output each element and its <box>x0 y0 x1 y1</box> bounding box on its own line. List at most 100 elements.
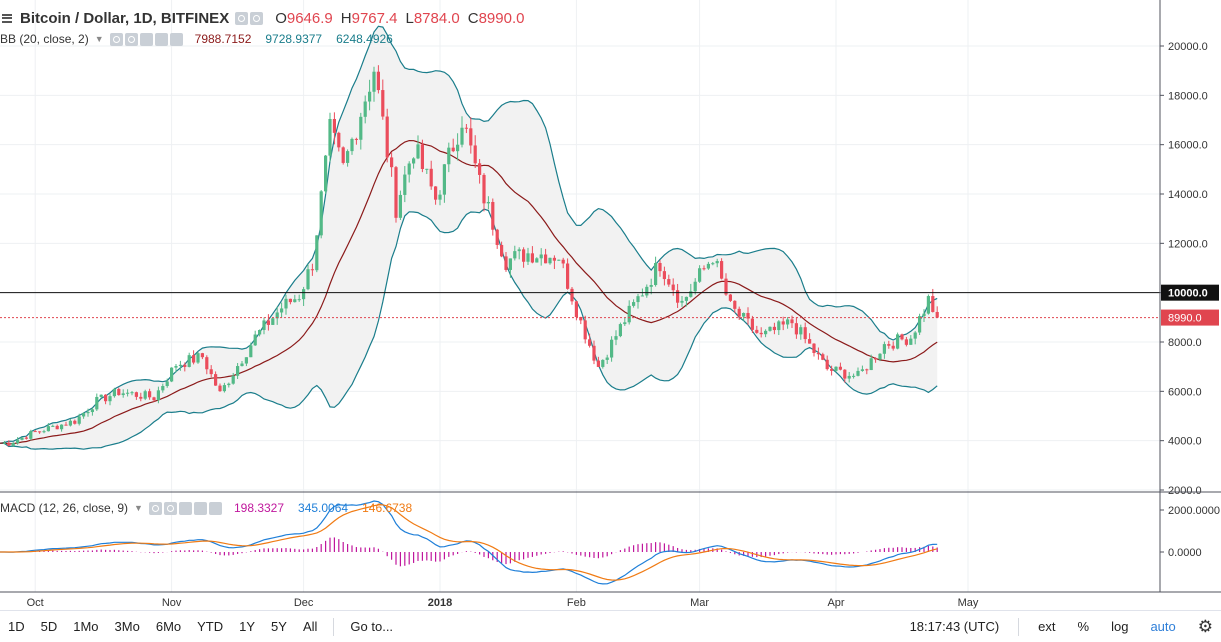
candle-body <box>249 345 253 358</box>
timeframe-1y[interactable]: 1Y <box>239 619 256 634</box>
candle-body <box>539 254 543 259</box>
candle-body <box>882 344 886 354</box>
candle-body <box>363 101 367 117</box>
candle-body <box>398 194 402 218</box>
candle-body <box>702 268 706 270</box>
settings-icon[interactable] <box>250 11 264 25</box>
candle-body <box>478 163 482 175</box>
candle-body <box>451 147 455 152</box>
candle-body <box>816 352 820 355</box>
time-tick-label: Apr <box>827 597 844 609</box>
more-icon[interactable] <box>154 32 168 46</box>
candle-body <box>676 290 680 303</box>
candle-body <box>60 424 64 430</box>
candle-body <box>20 437 24 440</box>
timeframe-ytd[interactable]: YTD <box>197 619 224 634</box>
price-chart[interactable]: 20000.0 18000.0 16000.0 14000.0 12000.0 10000… <box>0 0 1221 610</box>
candle-body <box>442 164 446 195</box>
candle-body <box>328 118 332 156</box>
close-icon[interactable] <box>208 501 222 515</box>
legend-controls <box>235 11 265 25</box>
candle-body <box>359 116 363 140</box>
timeframe-5d[interactable]: 5D <box>40 619 58 634</box>
timeframe-5y[interactable]: 5Y <box>271 619 287 634</box>
candle-body <box>297 299 301 301</box>
candle-body <box>724 278 728 295</box>
close-icon[interactable] <box>169 32 183 46</box>
candle-body <box>337 132 341 148</box>
eye-icon[interactable] <box>235 11 249 25</box>
reference-price-label: 10000.0 <box>1168 288 1208 300</box>
settings-icon[interactable] <box>163 501 177 515</box>
settings-icon[interactable] <box>124 32 138 46</box>
candle-body <box>596 360 600 367</box>
candle-body <box>544 254 548 264</box>
timeframe-1d[interactable]: 1D <box>8 619 25 634</box>
timeframe-3mo[interactable]: 3Mo <box>114 619 140 634</box>
candle-body <box>7 442 11 446</box>
candle-body <box>728 294 732 301</box>
candle-body <box>645 286 649 296</box>
candle-body <box>266 320 270 325</box>
candle-body <box>403 174 407 195</box>
candle-body <box>698 268 702 282</box>
candle-body <box>491 201 495 230</box>
log-button[interactable]: log <box>1111 619 1129 634</box>
macd-name[interactable]: MACD (12, 26, close, 9) <box>0 501 129 515</box>
ext-button[interactable]: ext <box>1038 619 1056 634</box>
candle-body <box>306 269 310 290</box>
candle-body <box>860 369 864 371</box>
percent-button[interactable]: % <box>1077 619 1090 634</box>
candle-body <box>473 145 477 164</box>
candle-body <box>196 353 200 363</box>
more-icon[interactable] <box>193 501 207 515</box>
ohlc-open: O9646.9 <box>275 9 333 27</box>
candle-body <box>438 194 442 200</box>
menu-icon[interactable] <box>2 13 12 23</box>
candle-body <box>262 320 266 331</box>
candle-body <box>684 296 688 301</box>
candle-body <box>376 71 380 91</box>
candle-body <box>618 324 622 337</box>
candle-body <box>689 291 693 297</box>
candle-body <box>654 262 658 286</box>
candle-body <box>794 323 798 335</box>
candle-body <box>178 364 182 367</box>
timeframe-6mo[interactable]: 6Mo <box>155 619 182 634</box>
candle-body <box>152 397 156 401</box>
candle-body <box>412 158 416 164</box>
candle-body <box>68 420 72 426</box>
candle-body <box>354 138 358 140</box>
candle-body <box>557 259 561 261</box>
chevron-down-icon[interactable]: ▼ <box>134 503 143 513</box>
price-tick-label: 20000.0 <box>1168 41 1208 53</box>
candle-body <box>918 316 922 333</box>
candle-body <box>486 201 490 204</box>
bb-name[interactable]: BB (20, close, 2) <box>0 32 89 46</box>
candle-body <box>341 147 345 163</box>
candle-body <box>588 339 592 346</box>
candle-body <box>258 330 262 335</box>
candle-body <box>680 300 684 303</box>
candle-body <box>579 316 583 321</box>
chevron-down-icon[interactable]: ▼ <box>94 34 104 44</box>
candle-body <box>271 318 275 325</box>
auto-button[interactable]: auto <box>1150 619 1176 634</box>
timeframe-1mo[interactable]: 1Mo <box>73 619 99 634</box>
macd-tick-label: 0.0000 <box>1168 547 1202 559</box>
gear-icon[interactable]: ⚙ <box>1197 616 1213 636</box>
candle-body <box>799 327 803 335</box>
timeframe-all[interactable]: All <box>302 619 318 634</box>
goto-button[interactable]: Go to... <box>350 619 394 634</box>
plus-icon[interactable] <box>178 501 192 515</box>
eye-icon[interactable] <box>109 32 123 46</box>
plus-icon[interactable] <box>139 32 153 46</box>
eye-icon[interactable] <box>148 501 162 515</box>
candle-body <box>904 339 908 345</box>
time-tick-label: Mar <box>690 597 709 609</box>
candle-body <box>284 298 288 309</box>
candle-body <box>614 336 618 340</box>
candle-body <box>843 369 847 379</box>
candle-body <box>38 431 42 433</box>
candle-body <box>632 302 636 306</box>
